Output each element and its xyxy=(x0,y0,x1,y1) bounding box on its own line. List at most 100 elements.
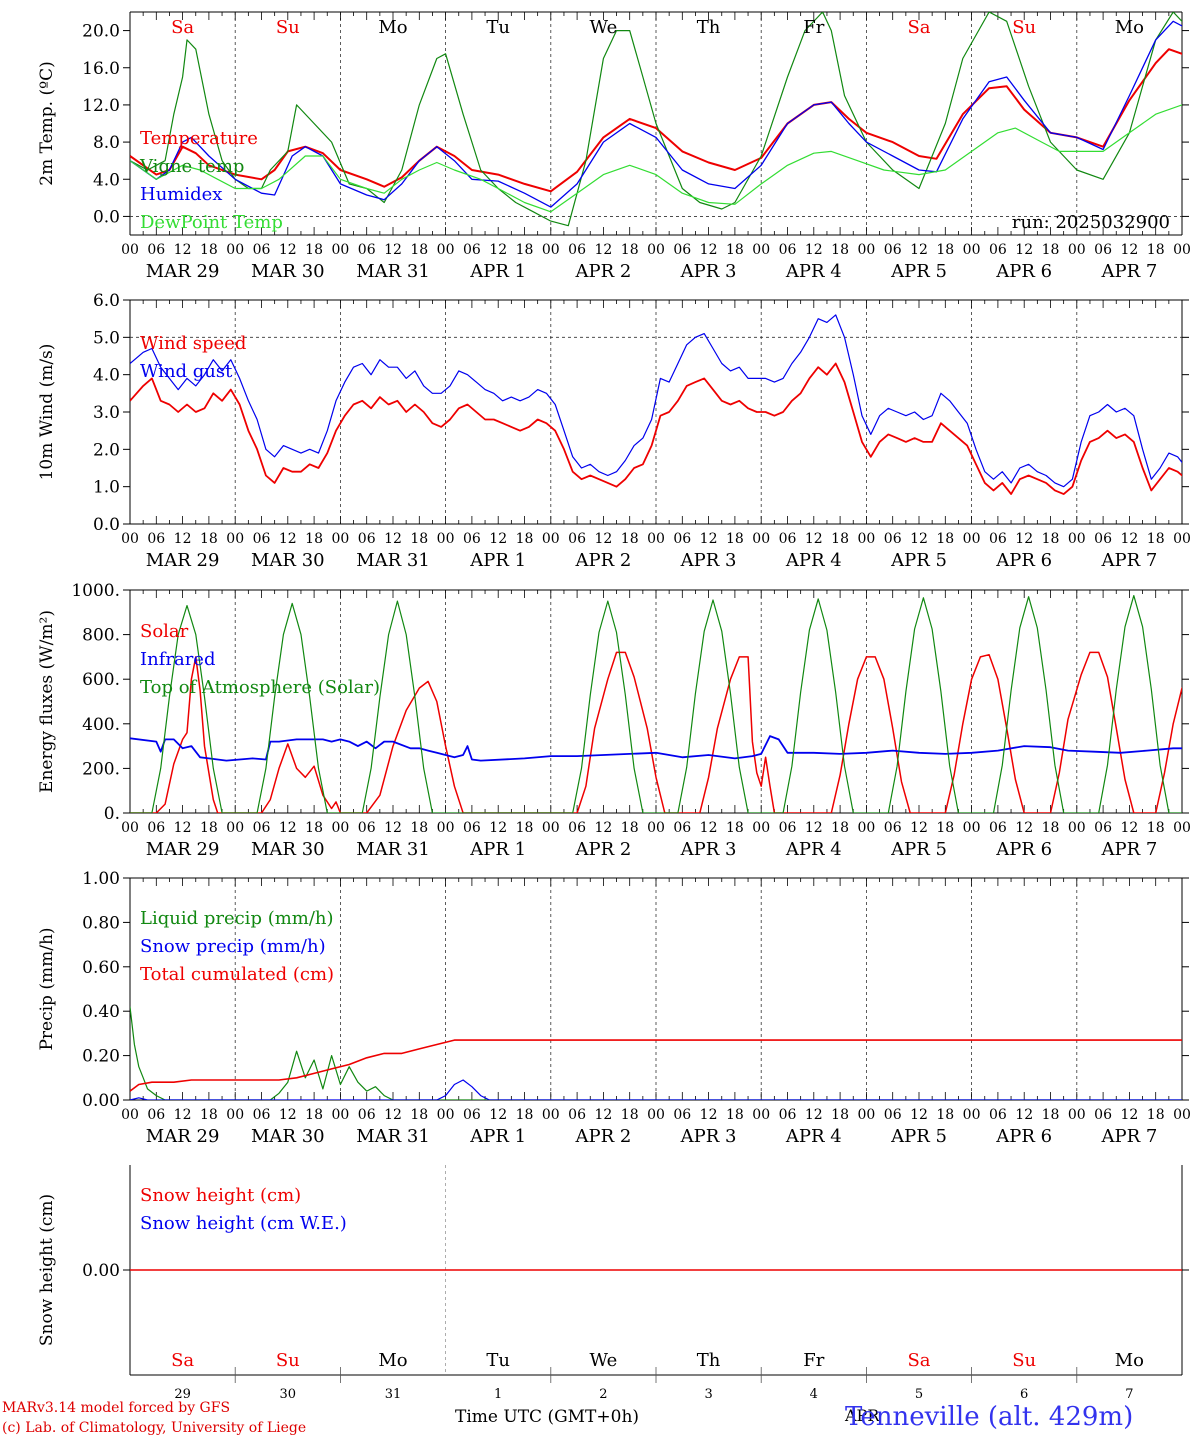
y-tick-label: 4.0 xyxy=(93,170,120,190)
panel-1: 0.0 4.0 8.0 12.0 16.0 20.0 2m Temp. (ºC) 00 06 12… xyxy=(37,11,1191,282)
hour-label: 12 xyxy=(384,1107,402,1123)
hour-label: 00 xyxy=(121,820,139,836)
hour-label: 12 xyxy=(910,242,928,258)
date-label: APR 5 xyxy=(890,1126,947,1147)
y-tick-label: 0.0 xyxy=(93,515,120,535)
date-label: APR 5 xyxy=(890,550,947,571)
hour-label: 18 xyxy=(936,242,954,258)
hour-label: 12 xyxy=(594,1107,612,1123)
day-number: 3 xyxy=(704,1387,712,1402)
hour-label: 00 xyxy=(752,242,770,258)
date-label: MAR 29 xyxy=(146,261,220,282)
hour-label: 18 xyxy=(936,1107,954,1123)
hour-label: 06 xyxy=(1094,531,1112,547)
y-tick-label: 0. xyxy=(104,804,120,824)
hour-label: 00 xyxy=(752,531,770,547)
hour-label: 06 xyxy=(884,242,902,258)
hour-label: 18 xyxy=(516,531,534,547)
hour-label: 18 xyxy=(1147,1107,1165,1123)
legend-item: Snow precip (mm/h) xyxy=(140,936,326,957)
hour-label: 12 xyxy=(700,1107,718,1123)
hour-label: 12 xyxy=(279,820,297,836)
weekday-label: We xyxy=(590,17,618,38)
hour-label: 12 xyxy=(1120,242,1138,258)
date-label: MAR 31 xyxy=(356,839,430,860)
y-axis-label: Snow height (cm) xyxy=(37,1194,57,1346)
hour-label: 00 xyxy=(1173,242,1191,258)
hour-label: 12 xyxy=(700,820,718,836)
hour-label: 18 xyxy=(1147,820,1165,836)
hour-label: 12 xyxy=(805,820,823,836)
date-label: APR 1 xyxy=(469,1126,526,1147)
hour-label: 06 xyxy=(463,820,481,836)
hour-label: 00 xyxy=(647,1107,665,1123)
y-tick-label: 12.0 xyxy=(82,96,120,116)
hour-label: 18 xyxy=(726,820,744,836)
hour-label: 06 xyxy=(463,1107,481,1123)
y-tick-label: 20.0 xyxy=(82,22,120,42)
day-number: 29 xyxy=(174,1387,191,1402)
series-dewpoint-temp xyxy=(130,104,1182,213)
hour-label: 18 xyxy=(936,820,954,836)
date-label: MAR 31 xyxy=(356,550,430,571)
y-axis-label: Energy fluxes (W/m²) xyxy=(37,610,57,793)
date-label: MAR 30 xyxy=(251,550,325,571)
day-number: 4 xyxy=(810,1387,818,1402)
y-tick-label: 0.00 xyxy=(82,1261,120,1281)
hour-label: 12 xyxy=(174,1107,192,1123)
date-label: MAR 29 xyxy=(146,839,220,860)
date-label: MAR 30 xyxy=(251,261,325,282)
day-number: 2 xyxy=(599,1387,607,1402)
hour-label: 06 xyxy=(568,531,586,547)
legend-item: Liquid precip (mm/h) xyxy=(140,908,334,929)
hour-label: 12 xyxy=(174,242,192,258)
hour-label: 18 xyxy=(936,531,954,547)
weekday-label: Tu xyxy=(486,17,510,38)
hour-label: 06 xyxy=(989,820,1007,836)
y-tick-label: 0.80 xyxy=(82,913,120,933)
date-label: APR 3 xyxy=(680,550,737,571)
weekday-label: Mo xyxy=(1115,1350,1144,1371)
hour-label: 12 xyxy=(489,1107,507,1123)
hour-label: 12 xyxy=(1015,531,1033,547)
hour-label: 00 xyxy=(121,1107,139,1123)
hour-label: 18 xyxy=(831,242,849,258)
series-humidex xyxy=(130,20,1182,208)
hour-label: 06 xyxy=(358,820,376,836)
date-label: APR 2 xyxy=(574,839,631,860)
y-tick-label: 1.0 xyxy=(93,478,120,498)
hour-label: 06 xyxy=(779,1107,797,1123)
date-label: APR 7 xyxy=(1100,550,1157,571)
date-label: MAR 29 xyxy=(146,550,220,571)
date-label: APR 3 xyxy=(680,1126,737,1147)
weekday-label: Mo xyxy=(1115,17,1144,38)
hour-label: 06 xyxy=(463,531,481,547)
panel-3: 0. 200. 400. 600. 800. 1000. Energy fluxes (W/… xyxy=(37,581,1191,860)
hour-label: 06 xyxy=(779,242,797,258)
hour-label: 12 xyxy=(910,820,928,836)
hour-label: 00 xyxy=(121,531,139,547)
y-tick-label: 5.0 xyxy=(93,328,120,348)
hour-label: 00 xyxy=(331,242,349,258)
hour-label: 12 xyxy=(489,242,507,258)
hour-label: 18 xyxy=(200,1107,218,1123)
hour-label: 18 xyxy=(410,1107,428,1123)
day-number: 5 xyxy=(915,1387,923,1402)
hour-label: 18 xyxy=(305,1107,323,1123)
hour-label: 18 xyxy=(621,531,639,547)
y-tick-label: 800. xyxy=(82,626,120,646)
y-tick-label: 400. xyxy=(82,715,120,735)
hour-label: 06 xyxy=(884,531,902,547)
hour-label: 18 xyxy=(305,242,323,258)
hour-label: 00 xyxy=(857,242,875,258)
hour-label: 12 xyxy=(384,242,402,258)
weekday-label: Mo xyxy=(378,1350,407,1371)
y-tick-label: 0.60 xyxy=(82,958,120,978)
day-number: 30 xyxy=(280,1387,297,1402)
date-label: MAR 29 xyxy=(146,1126,220,1147)
hour-label: 06 xyxy=(147,531,165,547)
weekday-label: Th xyxy=(697,17,721,38)
hour-label: 18 xyxy=(200,820,218,836)
hour-label: 12 xyxy=(279,531,297,547)
hour-label: 18 xyxy=(726,531,744,547)
